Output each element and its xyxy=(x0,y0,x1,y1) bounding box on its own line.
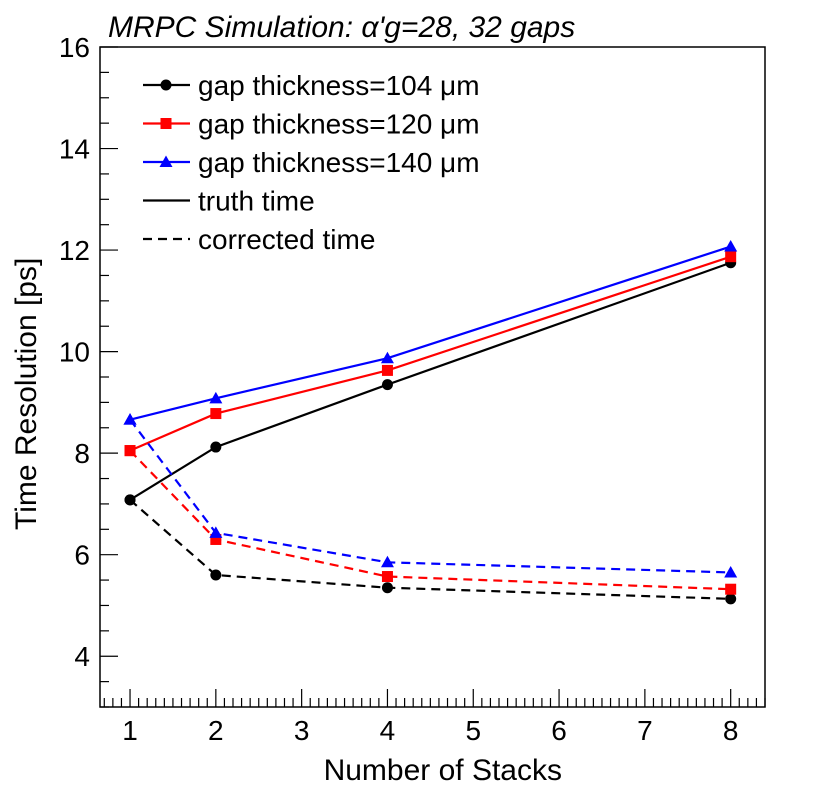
series-truth-2 xyxy=(123,240,738,425)
data-point xyxy=(210,441,222,453)
data-point xyxy=(381,571,393,583)
data-point xyxy=(724,565,738,578)
y-tick-label: 8 xyxy=(74,438,90,469)
x-tick-label: 8 xyxy=(723,715,739,746)
data-point xyxy=(724,240,738,252)
legend-item: truth time xyxy=(143,186,315,217)
y-tick-label: 6 xyxy=(74,540,90,571)
y-tick-label: 10 xyxy=(59,337,90,368)
series-line xyxy=(129,499,731,600)
series-corrected-4 xyxy=(124,445,737,595)
x-tick-label: 2 xyxy=(208,715,224,746)
series-layer xyxy=(123,240,738,605)
data-point xyxy=(380,351,394,364)
series-corrected-3 xyxy=(124,494,737,605)
x-tick-label: 3 xyxy=(294,715,310,746)
y-tick-label: 14 xyxy=(59,134,90,165)
legend-label: gap thickness=140 μm xyxy=(198,147,480,178)
data-point xyxy=(124,494,136,506)
data-point xyxy=(210,408,222,420)
data-point xyxy=(725,251,737,263)
legend-marker xyxy=(160,79,172,91)
data-point xyxy=(381,379,393,391)
y-axis-label: Time Resolution [ps] xyxy=(10,258,43,530)
x-axis: 1 2 3 4 5 6 7 8 xyxy=(103,689,766,746)
legend-item: gap thickness=140 μm xyxy=(143,147,480,178)
data-point xyxy=(209,391,223,404)
x-axis-label: Number of Stacks xyxy=(324,754,562,787)
y-axis: 4 6 8 10 12 14 16 xyxy=(59,32,118,708)
legend-label: gap thickness=104 μm xyxy=(198,70,480,101)
series-line xyxy=(129,449,731,591)
legend-marker xyxy=(160,118,172,129)
x-tick-label: 1 xyxy=(122,715,138,746)
chart-title: MRPC Simulation: α'g=28, 32 gaps xyxy=(108,11,575,44)
data-point xyxy=(380,555,394,568)
data-point xyxy=(725,583,737,595)
x-tick-label: 4 xyxy=(380,715,396,746)
y-tick-label: 12 xyxy=(59,235,90,266)
legend-item: gap thickness=104 μm xyxy=(143,70,480,101)
x-tick-label: 5 xyxy=(465,715,481,746)
series-line xyxy=(129,245,732,421)
series-line xyxy=(129,418,731,574)
series-line xyxy=(129,261,732,501)
x-tick-label: 7 xyxy=(637,715,653,746)
legend-marker xyxy=(159,155,173,167)
series-truth-0 xyxy=(124,257,737,506)
series-corrected-5 xyxy=(123,413,738,578)
legend: gap thickness=104 μm gap thickness=120 μm… xyxy=(143,70,480,255)
legend-label: truth time xyxy=(198,186,315,217)
data-point xyxy=(210,533,222,545)
legend-item: gap thickness=120 μm xyxy=(143,109,480,140)
data-point xyxy=(123,413,137,425)
legend-item: corrected time xyxy=(143,224,375,255)
x-tick-label: 6 xyxy=(551,715,567,746)
data-point xyxy=(725,593,737,605)
data-point xyxy=(124,445,136,457)
y-tick-label: 4 xyxy=(74,641,90,672)
y-tick-label: 16 xyxy=(59,32,90,63)
data-point xyxy=(209,526,223,538)
legend-label: gap thickness=120 μm xyxy=(198,109,480,140)
data-point xyxy=(381,364,393,376)
series-line xyxy=(129,255,732,452)
series-truth-1 xyxy=(124,251,737,457)
plot-frame xyxy=(99,46,766,708)
data-point xyxy=(210,569,222,581)
data-point xyxy=(381,582,393,594)
legend-label: corrected time xyxy=(198,224,375,255)
